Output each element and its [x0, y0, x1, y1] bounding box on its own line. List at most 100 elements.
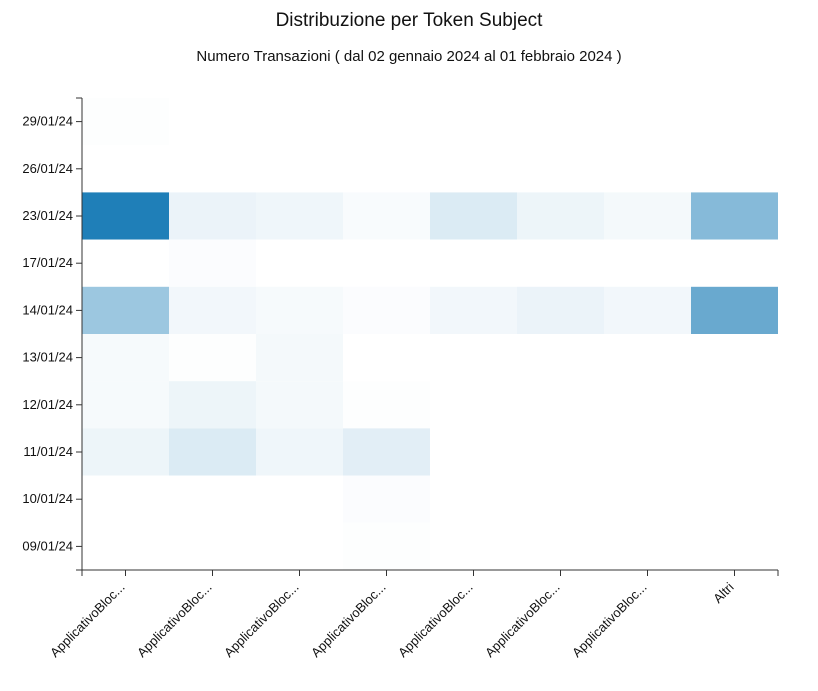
heatmap-cell[interactable]: [430, 192, 517, 240]
heatmap-cell[interactable]: [604, 145, 691, 193]
heatmap-cell[interactable]: [169, 98, 256, 146]
heatmap-cell[interactable]: [256, 381, 343, 429]
heatmap-cell[interactable]: [517, 428, 604, 476]
heatmap-cell[interactable]: [691, 239, 778, 287]
heatmap-cell[interactable]: [169, 192, 256, 240]
heatmap-cell[interactable]: [343, 98, 430, 146]
y-tick-label: 10/01/24: [22, 491, 73, 506]
heatmap-cell[interactable]: [343, 145, 430, 193]
heatmap-cell[interactable]: [517, 98, 604, 146]
heatmap-cell[interactable]: [604, 475, 691, 523]
heatmap-cell[interactable]: [343, 428, 430, 476]
y-tick-label: 13/01/24: [22, 350, 73, 365]
heatmap-cell[interactable]: [604, 286, 691, 334]
heatmap-cell[interactable]: [82, 98, 169, 146]
heatmap-cell[interactable]: [169, 145, 256, 193]
heatmap-cell[interactable]: [256, 192, 343, 240]
heatmap-cell[interactable]: [256, 239, 343, 287]
heatmap-cell[interactable]: [256, 475, 343, 523]
x-tick-label: ApplicativoBloc...: [569, 580, 650, 661]
heatmap-cell[interactable]: [343, 475, 430, 523]
heatmap-cell[interactable]: [82, 192, 169, 240]
chart-subtitle: Numero Transazioni ( dal 02 gennaio 2024…: [196, 48, 622, 65]
heatmap-cell[interactable]: [343, 334, 430, 382]
heatmap-cell[interactable]: [82, 334, 169, 382]
heatmap-cell[interactable]: [82, 381, 169, 429]
heatmap-cell[interactable]: [691, 334, 778, 382]
heatmap-cell[interactable]: [691, 98, 778, 146]
heatmap-cell[interactable]: [604, 381, 691, 429]
heatmap-cell[interactable]: [256, 334, 343, 382]
heatmap-cell[interactable]: [169, 475, 256, 523]
y-tick-label: 09/01/24: [22, 538, 73, 553]
x-tick-label: ApplicativoBloc...: [308, 580, 389, 661]
heatmap-cell[interactable]: [430, 475, 517, 523]
heatmap-cell[interactable]: [343, 286, 430, 334]
heatmap-cell[interactable]: [517, 522, 604, 570]
heatmap-cell[interactable]: [691, 192, 778, 240]
x-tick-label: ApplicativoBloc...: [47, 580, 128, 661]
heatmap-cell[interactable]: [517, 286, 604, 334]
heatmap-cell[interactable]: [430, 239, 517, 287]
heatmap-cell[interactable]: [517, 239, 604, 287]
heatmap-cell[interactable]: [430, 286, 517, 334]
heatmap-cell[interactable]: [169, 428, 256, 476]
heatmap-cell[interactable]: [169, 239, 256, 287]
heatmap-cell[interactable]: [691, 428, 778, 476]
y-tick-label: 26/01/24: [22, 161, 73, 176]
heatmap-cell[interactable]: [430, 334, 517, 382]
heatmap-cell[interactable]: [256, 98, 343, 146]
y-tick-label: 17/01/24: [22, 255, 73, 270]
heatmap-cell[interactable]: [169, 286, 256, 334]
heatmap-cell[interactable]: [517, 145, 604, 193]
heatmap-cell[interactable]: [343, 381, 430, 429]
heatmap-cell[interactable]: [430, 98, 517, 146]
heatmap-cell[interactable]: [169, 381, 256, 429]
heatmap-cell[interactable]: [517, 192, 604, 240]
heatmap-cell[interactable]: [691, 522, 778, 570]
heatmap-cell[interactable]: [691, 475, 778, 523]
x-tick-label: ApplicativoBloc...: [482, 580, 563, 661]
heatmap-cell[interactable]: [430, 145, 517, 193]
heatmap-cell[interactable]: [430, 381, 517, 429]
heatmap-cell[interactable]: [430, 522, 517, 570]
x-tick-label: ApplicativoBloc...: [221, 580, 302, 661]
heatmap-cell[interactable]: [256, 286, 343, 334]
heatmap-cell[interactable]: [82, 475, 169, 523]
heatmap-cell[interactable]: [169, 522, 256, 570]
heatmap-cell[interactable]: [256, 428, 343, 476]
chart-title: Distribuzione per Token Subject: [275, 10, 543, 31]
heatmap-cell[interactable]: [82, 286, 169, 334]
y-tick-label: 12/01/24: [22, 397, 73, 412]
heatmap-cell[interactable]: [604, 98, 691, 146]
heatmap-cell[interactable]: [256, 145, 343, 193]
heatmap-cell[interactable]: [517, 334, 604, 382]
heatmap-cell[interactable]: [430, 428, 517, 476]
heatmap-cell[interactable]: [604, 239, 691, 287]
heatmap-cell[interactable]: [82, 145, 169, 193]
heatmap-cell[interactable]: [517, 381, 604, 429]
y-tick-label: 23/01/24: [22, 208, 73, 223]
heatmap-cell[interactable]: [517, 475, 604, 523]
heatmap-cell[interactable]: [256, 522, 343, 570]
heatmap-cell[interactable]: [691, 286, 778, 334]
heatmap-cell[interactable]: [343, 522, 430, 570]
heatmap-cell[interactable]: [169, 334, 256, 382]
y-tick-label: 14/01/24: [22, 302, 73, 317]
y-tick-label: 11/01/24: [23, 444, 73, 459]
heatmap-cell[interactable]: [691, 381, 778, 429]
heatmap-cell[interactable]: [604, 334, 691, 382]
x-tick-label: ApplicativoBloc...: [134, 580, 215, 661]
heatmap-cell[interactable]: [82, 522, 169, 570]
heatmap-cell[interactable]: [604, 522, 691, 570]
heatmap-cell[interactable]: [691, 145, 778, 193]
heatmap-cell[interactable]: [82, 239, 169, 287]
heatmap-cell[interactable]: [82, 428, 169, 476]
heatmap-cell[interactable]: [343, 192, 430, 240]
heatmap-cell[interactable]: [604, 192, 691, 240]
y-tick-label: 29/01/24: [22, 114, 73, 129]
heatmap-cell[interactable]: [604, 428, 691, 476]
heatmap-cell[interactable]: [343, 239, 430, 287]
